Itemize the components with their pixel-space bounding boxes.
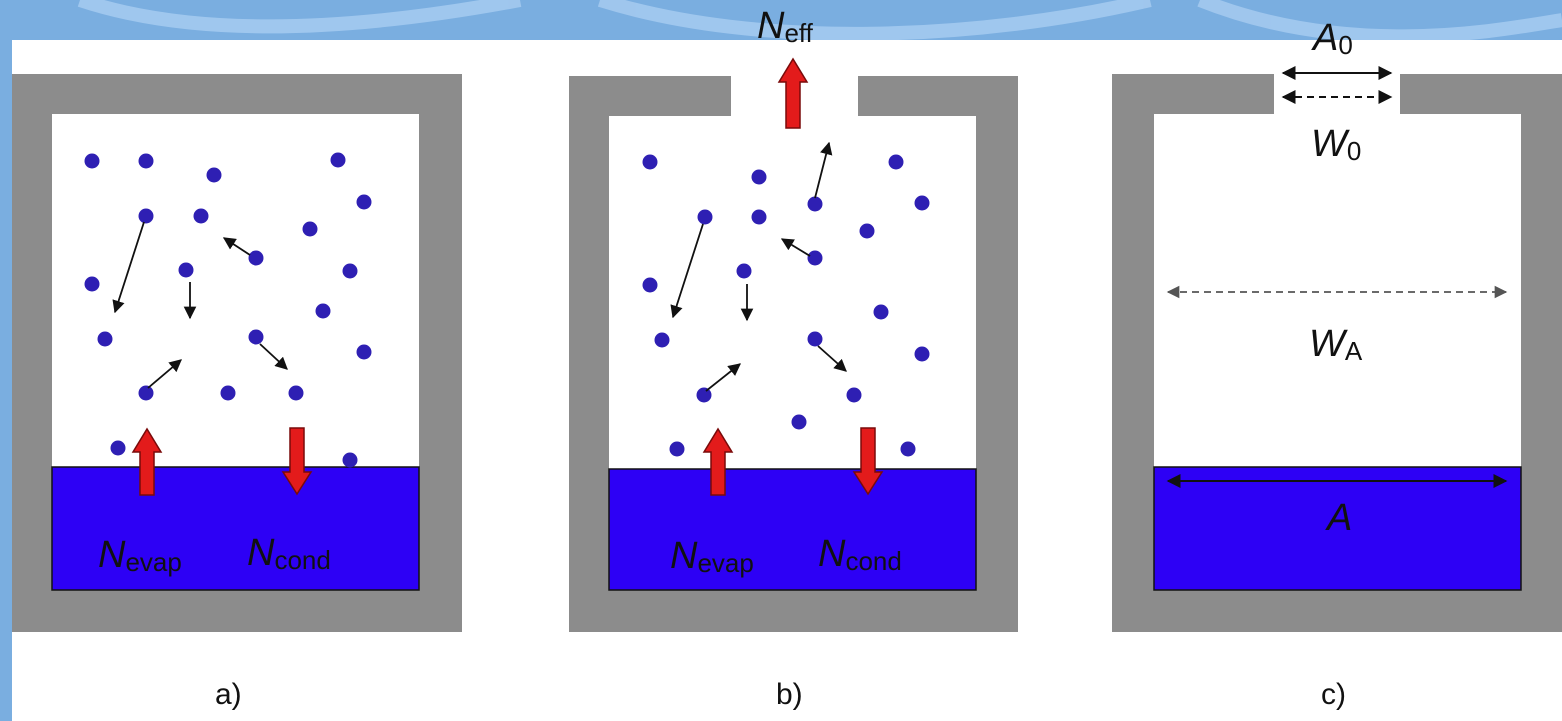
molecule [356, 344, 372, 360]
cell-a-liquid [51, 466, 420, 591]
molecule [248, 250, 264, 266]
molecule [302, 221, 318, 237]
cell-c-orifice [1274, 72, 1400, 114]
molecule [110, 440, 126, 456]
molecule [846, 387, 862, 403]
caption-b: b) [776, 678, 803, 711]
velocity-arrow [670, 223, 704, 319]
molecule [206, 167, 222, 183]
effusion-flux-arrow [777, 57, 809, 129]
molecule [914, 346, 930, 362]
a0-label: A0 [1311, 17, 1353, 60]
molecule [84, 153, 100, 169]
molecule [807, 331, 823, 347]
velocity-arrow [705, 363, 741, 392]
molecules-a [84, 152, 372, 468]
caption-c: c) [1321, 678, 1346, 711]
molecule [138, 153, 154, 169]
molecule [138, 208, 154, 224]
velocity-arrow [147, 359, 182, 389]
cond-flux-arrow [852, 427, 884, 496]
molecule [791, 414, 807, 430]
molecule [330, 152, 346, 168]
molecule [859, 223, 875, 239]
molecule [888, 154, 904, 170]
w0-label: W0 [1311, 123, 1361, 166]
molecule [248, 329, 264, 345]
molecule [642, 277, 658, 293]
molecule [220, 385, 236, 401]
n-evap-label-a: Nevap [98, 534, 182, 577]
n-eff-label: Neff [757, 5, 814, 48]
molecule [193, 208, 209, 224]
evap-flux-arrow [131, 427, 163, 496]
velocity-arrows-b [670, 141, 847, 392]
molecule [84, 276, 100, 292]
molecule [138, 385, 154, 401]
molecule [697, 209, 713, 225]
molecule [97, 331, 113, 347]
molecule [900, 441, 916, 457]
n-cond-label-b: Ncond [818, 533, 902, 576]
velocity-arrow [817, 345, 847, 372]
velocity-arrow [222, 237, 251, 256]
evap-flux-arrow [702, 427, 734, 496]
velocity-arrow [112, 221, 145, 314]
molecule [751, 209, 767, 225]
molecule [342, 263, 358, 279]
panel-b: Neff Nevap Ncond b) [569, 5, 1018, 711]
caption-a: a) [215, 678, 242, 711]
molecule [807, 196, 823, 212]
molecule [178, 262, 194, 278]
velocity-arrows-a [112, 221, 288, 389]
molecule [751, 169, 767, 185]
cell-b-liquid [608, 468, 977, 591]
molecule [288, 385, 304, 401]
molecule [807, 250, 823, 266]
molecule [914, 195, 930, 211]
n-evap-label-b: Nevap [670, 535, 754, 578]
n-cond-label-a: Ncond [247, 532, 331, 575]
molecule [642, 154, 658, 170]
cond-flux-arrow [281, 427, 313, 496]
molecule [873, 304, 889, 320]
molecule [736, 263, 752, 279]
molecule [654, 332, 670, 348]
molecule [669, 441, 685, 457]
a-label: A [1325, 497, 1352, 539]
velocity-arrow [259, 343, 288, 370]
molecules-b [642, 154, 930, 457]
panel-c: A0 W0 WA A c) [1112, 17, 1562, 711]
panel-a: Nevap Ncond a) [12, 74, 462, 711]
wa-label: WA [1309, 323, 1363, 366]
velocity-arrow [814, 141, 833, 199]
molecule [315, 303, 331, 319]
molecule [696, 387, 712, 403]
velocity-arrow [780, 238, 811, 257]
molecule [342, 452, 358, 468]
molecule [356, 194, 372, 210]
background-swirls [77, 0, 1562, 44]
